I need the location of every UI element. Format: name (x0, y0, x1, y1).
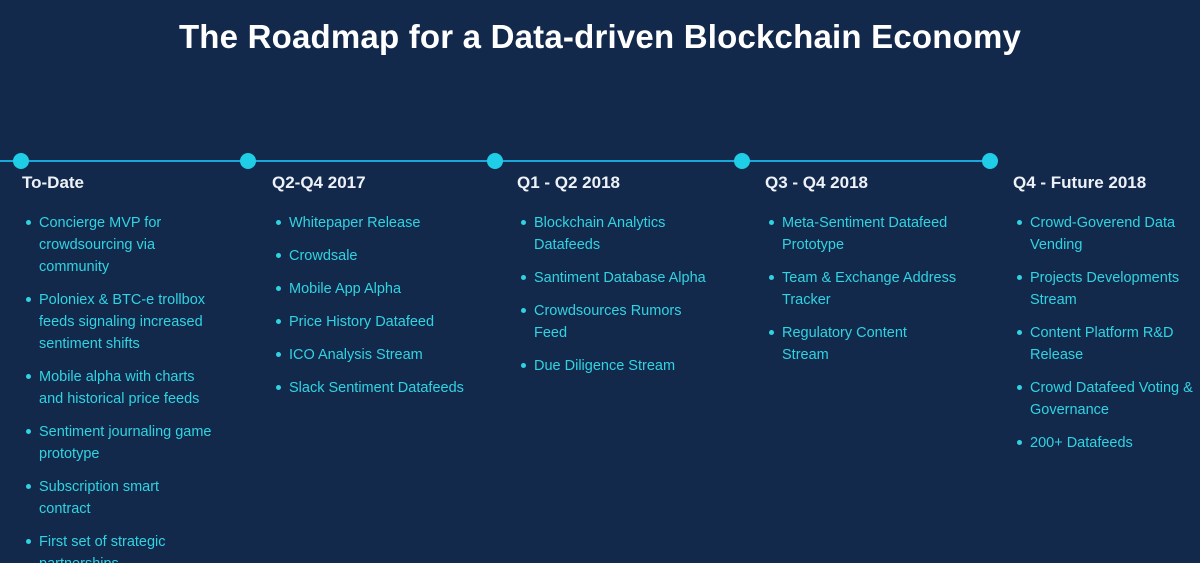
timeline-node-3 (487, 153, 503, 169)
roadmap-item-text: Poloniex & BTC-e trollbox feeds signalin… (39, 292, 206, 352)
roadmap-item-text: Crowd Datafeed Voting & Governance (1030, 380, 1193, 418)
roadmap-item: Mobile App Alpha (272, 278, 464, 300)
page-title: The Roadmap for a Data-driven Blockchain… (178, 18, 1022, 55)
roadmap-items-list: Concierge MVP for crowdsourcing via comm… (22, 212, 214, 563)
roadmap-item: ICO Analysis Stream (272, 344, 464, 366)
bullet-icon (1017, 440, 1022, 445)
column-title: Q3 - Q4 2018 (765, 173, 869, 192)
roadmap-item: Poloniex & BTC-e trollbox feeds signalin… (22, 289, 214, 355)
bullet-icon (276, 319, 281, 324)
roadmap-items-list: Whitepaper Release Crowdsale Mobile App … (272, 212, 464, 399)
roadmap-item: First set of strategic partnerships (22, 531, 214, 563)
roadmap-item-text: 200+ Datafeeds (1030, 435, 1133, 451)
bullet-icon (1017, 275, 1022, 280)
bullet-icon (521, 220, 526, 225)
bullet-icon (276, 253, 281, 258)
bullet-icon (276, 385, 281, 390)
roadmap-item-text: Crowdsale (289, 248, 358, 264)
roadmap-item: Meta-Sentiment Datafeed Prototype (765, 212, 957, 256)
roadmap-item: 200+ Datafeeds (1013, 432, 1200, 454)
roadmap-item-text: Whitepaper Release (289, 215, 421, 231)
roadmap-item: Crowd-Goverend Data Vending (1013, 212, 1200, 256)
roadmap-item-text: Subscription smart contract (39, 479, 160, 517)
roadmap-item-text: Slack Sentiment Datafeeds (289, 380, 464, 396)
bullet-icon (26, 297, 31, 302)
column-title: Q1 - Q2 2018 (517, 173, 621, 192)
bullet-icon (26, 220, 31, 225)
bullet-icon (769, 275, 774, 280)
roadmap-item: Subscription smart contract (22, 476, 214, 520)
column-title: To-Date (22, 173, 85, 192)
timeline-node-2 (240, 153, 256, 169)
roadmap-items-list: Blockchain Analytics Datafeeds Santiment… (517, 212, 709, 377)
roadmap-item: Crowdsale (272, 245, 464, 267)
bullet-icon (1017, 385, 1022, 390)
roadmap-item-text: Meta-Sentiment Datafeed Prototype (782, 215, 948, 253)
bullet-icon (26, 539, 31, 544)
roadmap-item-text: Content Platform R&D Release (1030, 325, 1174, 363)
timeline-column-q2-q4-2017: Q2-Q4 2017 Whitepaper Release Crowdsale … (272, 173, 464, 410)
roadmap-item-text: Crowd-Goverend Data Vending (1030, 215, 1176, 253)
timeline-node-4 (734, 153, 750, 169)
roadmap-item: Projects Developments Stream (1013, 267, 1200, 311)
roadmap-item: Blockchain Analytics Datafeeds (517, 212, 709, 256)
roadmap-item: Santiment Database Alpha (517, 267, 709, 289)
roadmap-item-text: Concierge MVP for crowdsourcing via comm… (39, 215, 162, 275)
roadmap-item: Regulatory Content Stream (765, 322, 957, 366)
roadmap-item: Sentiment journaling game prototype (22, 421, 214, 465)
roadmap-item-text: Regulatory Content Stream (782, 325, 907, 363)
bullet-icon (769, 330, 774, 335)
timeline-node-1 (13, 153, 29, 169)
bullet-icon (276, 286, 281, 291)
bullet-icon (26, 484, 31, 489)
roadmap-item-text: Team & Exchange Address Tracker (782, 270, 957, 308)
timeline-node-5 (982, 153, 998, 169)
roadmap-item: Whitepaper Release (272, 212, 464, 234)
roadmap-item-text: Mobile alpha with charts and historical … (39, 369, 200, 407)
roadmap-item: Mobile alpha with charts and historical … (22, 366, 214, 410)
roadmap-item-text: Sentiment journaling game prototype (39, 424, 212, 462)
roadmap-item-text: Crowdsources Rumors Feed (534, 303, 682, 341)
roadmap-item: Crowdsources Rumors Feed (517, 300, 709, 344)
timeline-column-to-date: To-Date Concierge MVP for crowdsourcing … (22, 173, 214, 563)
bullet-icon (521, 363, 526, 368)
bullet-icon (1017, 330, 1022, 335)
column-title: Q4 - Future 2018 (1013, 173, 1147, 192)
bullet-icon (276, 352, 281, 357)
bullet-icon (521, 275, 526, 280)
roadmap-items-list: Crowd-Goverend Data Vending Projects Dev… (1013, 212, 1200, 454)
timeline-column-q4-future-2018: Q4 - Future 2018 Crowd-Goverend Data Ven… (1013, 173, 1200, 465)
bullet-icon (769, 220, 774, 225)
roadmap-item-text: First set of strategic partnerships (39, 534, 166, 563)
roadmap-item-text: Projects Developments Stream (1030, 270, 1180, 308)
roadmap-item-text: Price History Datafeed (289, 314, 435, 330)
bullet-icon (1017, 220, 1022, 225)
roadmap-items-list: Meta-Sentiment Datafeed Prototype Team &… (765, 212, 957, 366)
timeline-column-q1-q2-2018: Q1 - Q2 2018 Blockchain Analytics Datafe… (517, 173, 709, 388)
roadmap-item: Price History Datafeed (272, 311, 464, 333)
roadmap-item: Concierge MVP for crowdsourcing via comm… (22, 212, 214, 278)
roadmap-item-text: Due Diligence Stream (534, 358, 676, 374)
bullet-icon (521, 308, 526, 313)
timeline-column-q3-q4-2018: Q3 - Q4 2018 Meta-Sentiment Datafeed Pro… (765, 173, 957, 377)
roadmap-item: Crowd Datafeed Voting & Governance (1013, 377, 1200, 421)
roadmap-item: Content Platform R&D Release (1013, 322, 1200, 366)
roadmap-item-text: Santiment Database Alpha (534, 270, 706, 286)
roadmap-item: Team & Exchange Address Tracker (765, 267, 957, 311)
bullet-icon (276, 220, 281, 225)
bullet-icon (26, 429, 31, 434)
roadmap-item: Slack Sentiment Datafeeds (272, 377, 464, 399)
column-title: Q2-Q4 2017 (272, 173, 366, 192)
roadmap-item-text: Mobile App Alpha (289, 281, 402, 297)
roadmap-item-text: Blockchain Analytics Datafeeds (534, 215, 666, 253)
bullet-icon (26, 374, 31, 379)
roadmap-item-text: ICO Analysis Stream (289, 347, 423, 363)
roadmap-item: Due Diligence Stream (517, 355, 709, 377)
